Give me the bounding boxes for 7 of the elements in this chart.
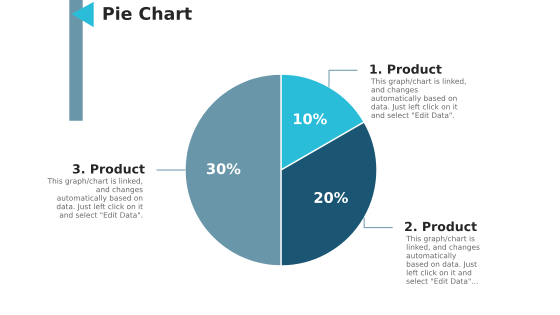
slice-label: 3. Product (72, 164, 145, 174)
data-label: 10% (294, 113, 327, 124)
data-label: 20% (314, 192, 348, 204)
slice-label: 2. Product (405, 222, 477, 232)
data-label: 30% (206, 163, 240, 174)
slice-label: 1. Product (370, 64, 442, 74)
chart-title: Pie Chart (104, 6, 192, 20)
